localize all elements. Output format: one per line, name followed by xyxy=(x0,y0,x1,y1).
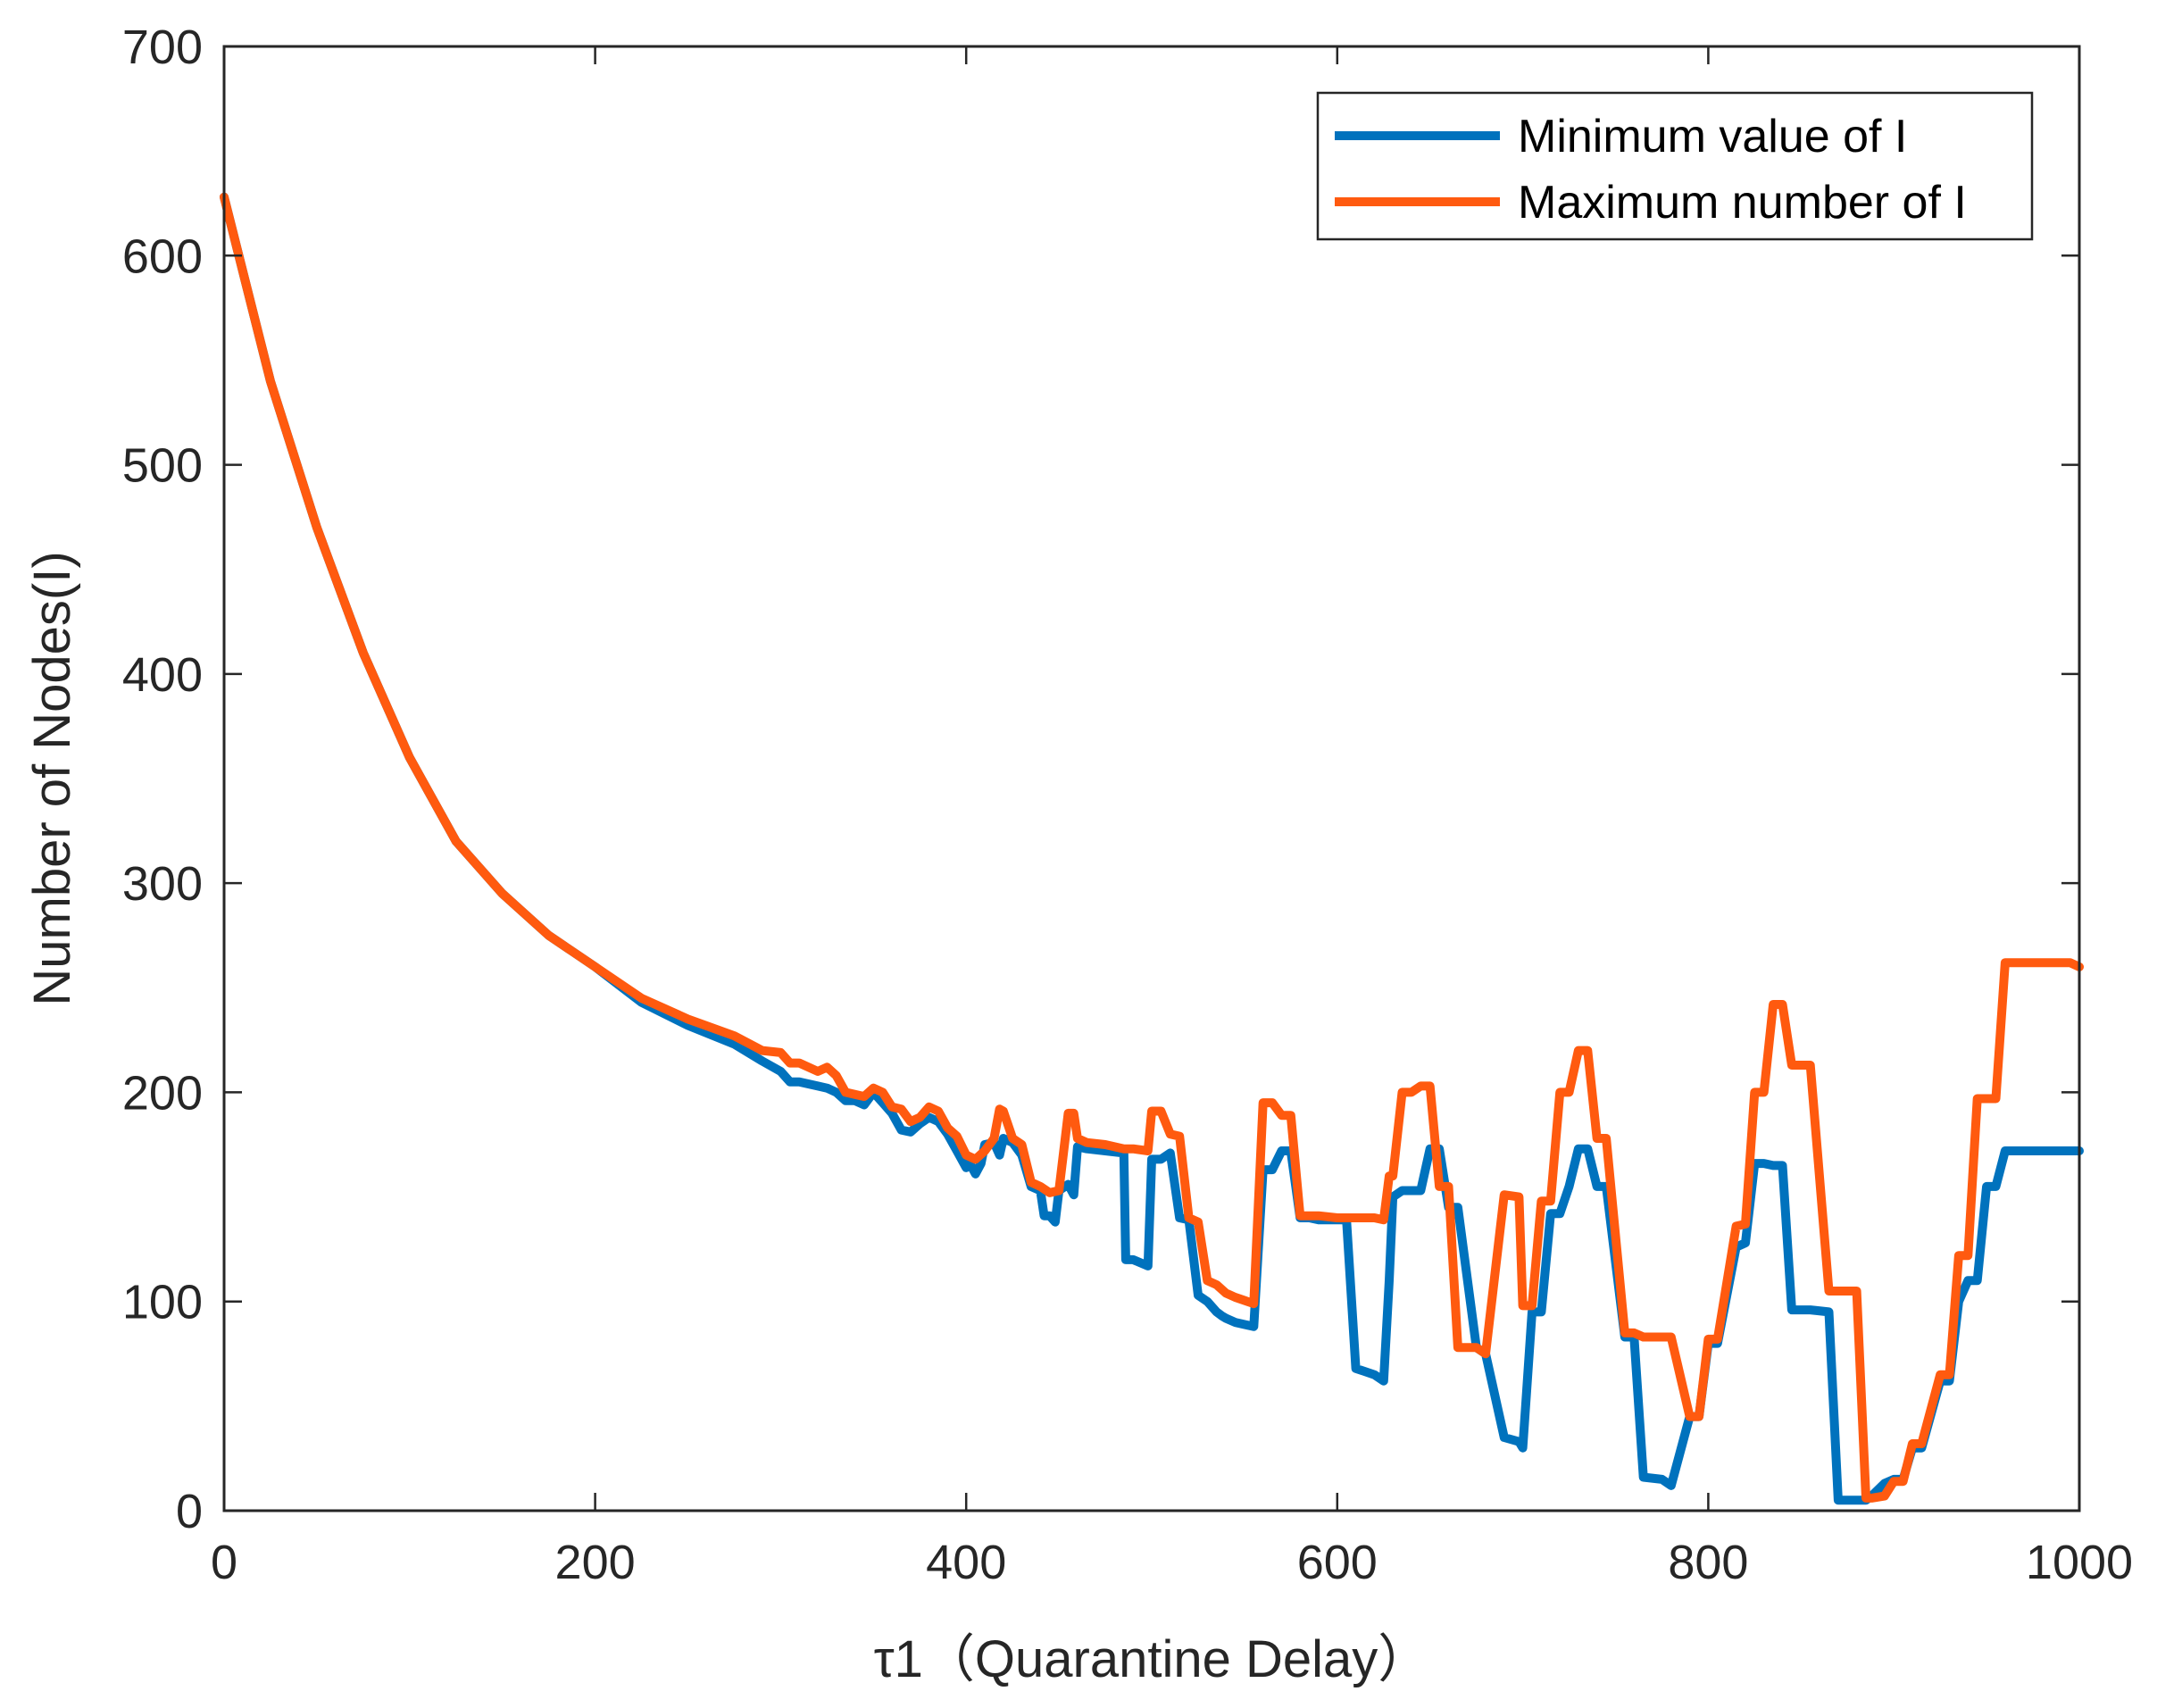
x-tick-label: 200 xyxy=(555,1536,636,1589)
x-tick-label: 0 xyxy=(211,1536,237,1589)
y-tick-label: 300 xyxy=(122,857,203,911)
series-layer xyxy=(220,192,2084,1505)
y-tick-label: 600 xyxy=(122,229,203,283)
axes-box xyxy=(222,45,2081,1512)
legend-label-minimum: Minimum value of I xyxy=(1518,111,1907,162)
plot-area xyxy=(224,46,2079,1511)
series-line-maximum xyxy=(220,192,2084,1503)
x-tick-label: 400 xyxy=(926,1536,1006,1589)
y-tick-label: 0 xyxy=(176,1485,203,1538)
y-tick-label: 400 xyxy=(122,648,203,702)
legend-box xyxy=(1316,91,2034,241)
y-axis-label: Number of Nodes(I) xyxy=(23,551,81,1005)
x-tick-label: 800 xyxy=(1668,1536,1748,1589)
y-tick-label: 100 xyxy=(122,1276,203,1329)
y-tick-label: 500 xyxy=(122,439,203,493)
y-tick-label: 200 xyxy=(122,1066,203,1120)
legend: Minimum value of I Maximum number of I xyxy=(1316,91,2034,241)
legend-label-maximum: Maximum number of I xyxy=(1518,177,1967,229)
series-line-minimum xyxy=(220,192,2084,1505)
x-axis-label: τ1（Quarantine Delay） xyxy=(874,1630,1430,1688)
ticks-layer: 0 200 400 600 800 1000 0 100 200 300 400 500 600 700 xyxy=(122,21,2133,1589)
y-tick-label: 700 xyxy=(122,21,203,74)
x-tick-label: 1000 xyxy=(2026,1536,2133,1589)
x-tick-label: 600 xyxy=(1297,1536,1378,1589)
